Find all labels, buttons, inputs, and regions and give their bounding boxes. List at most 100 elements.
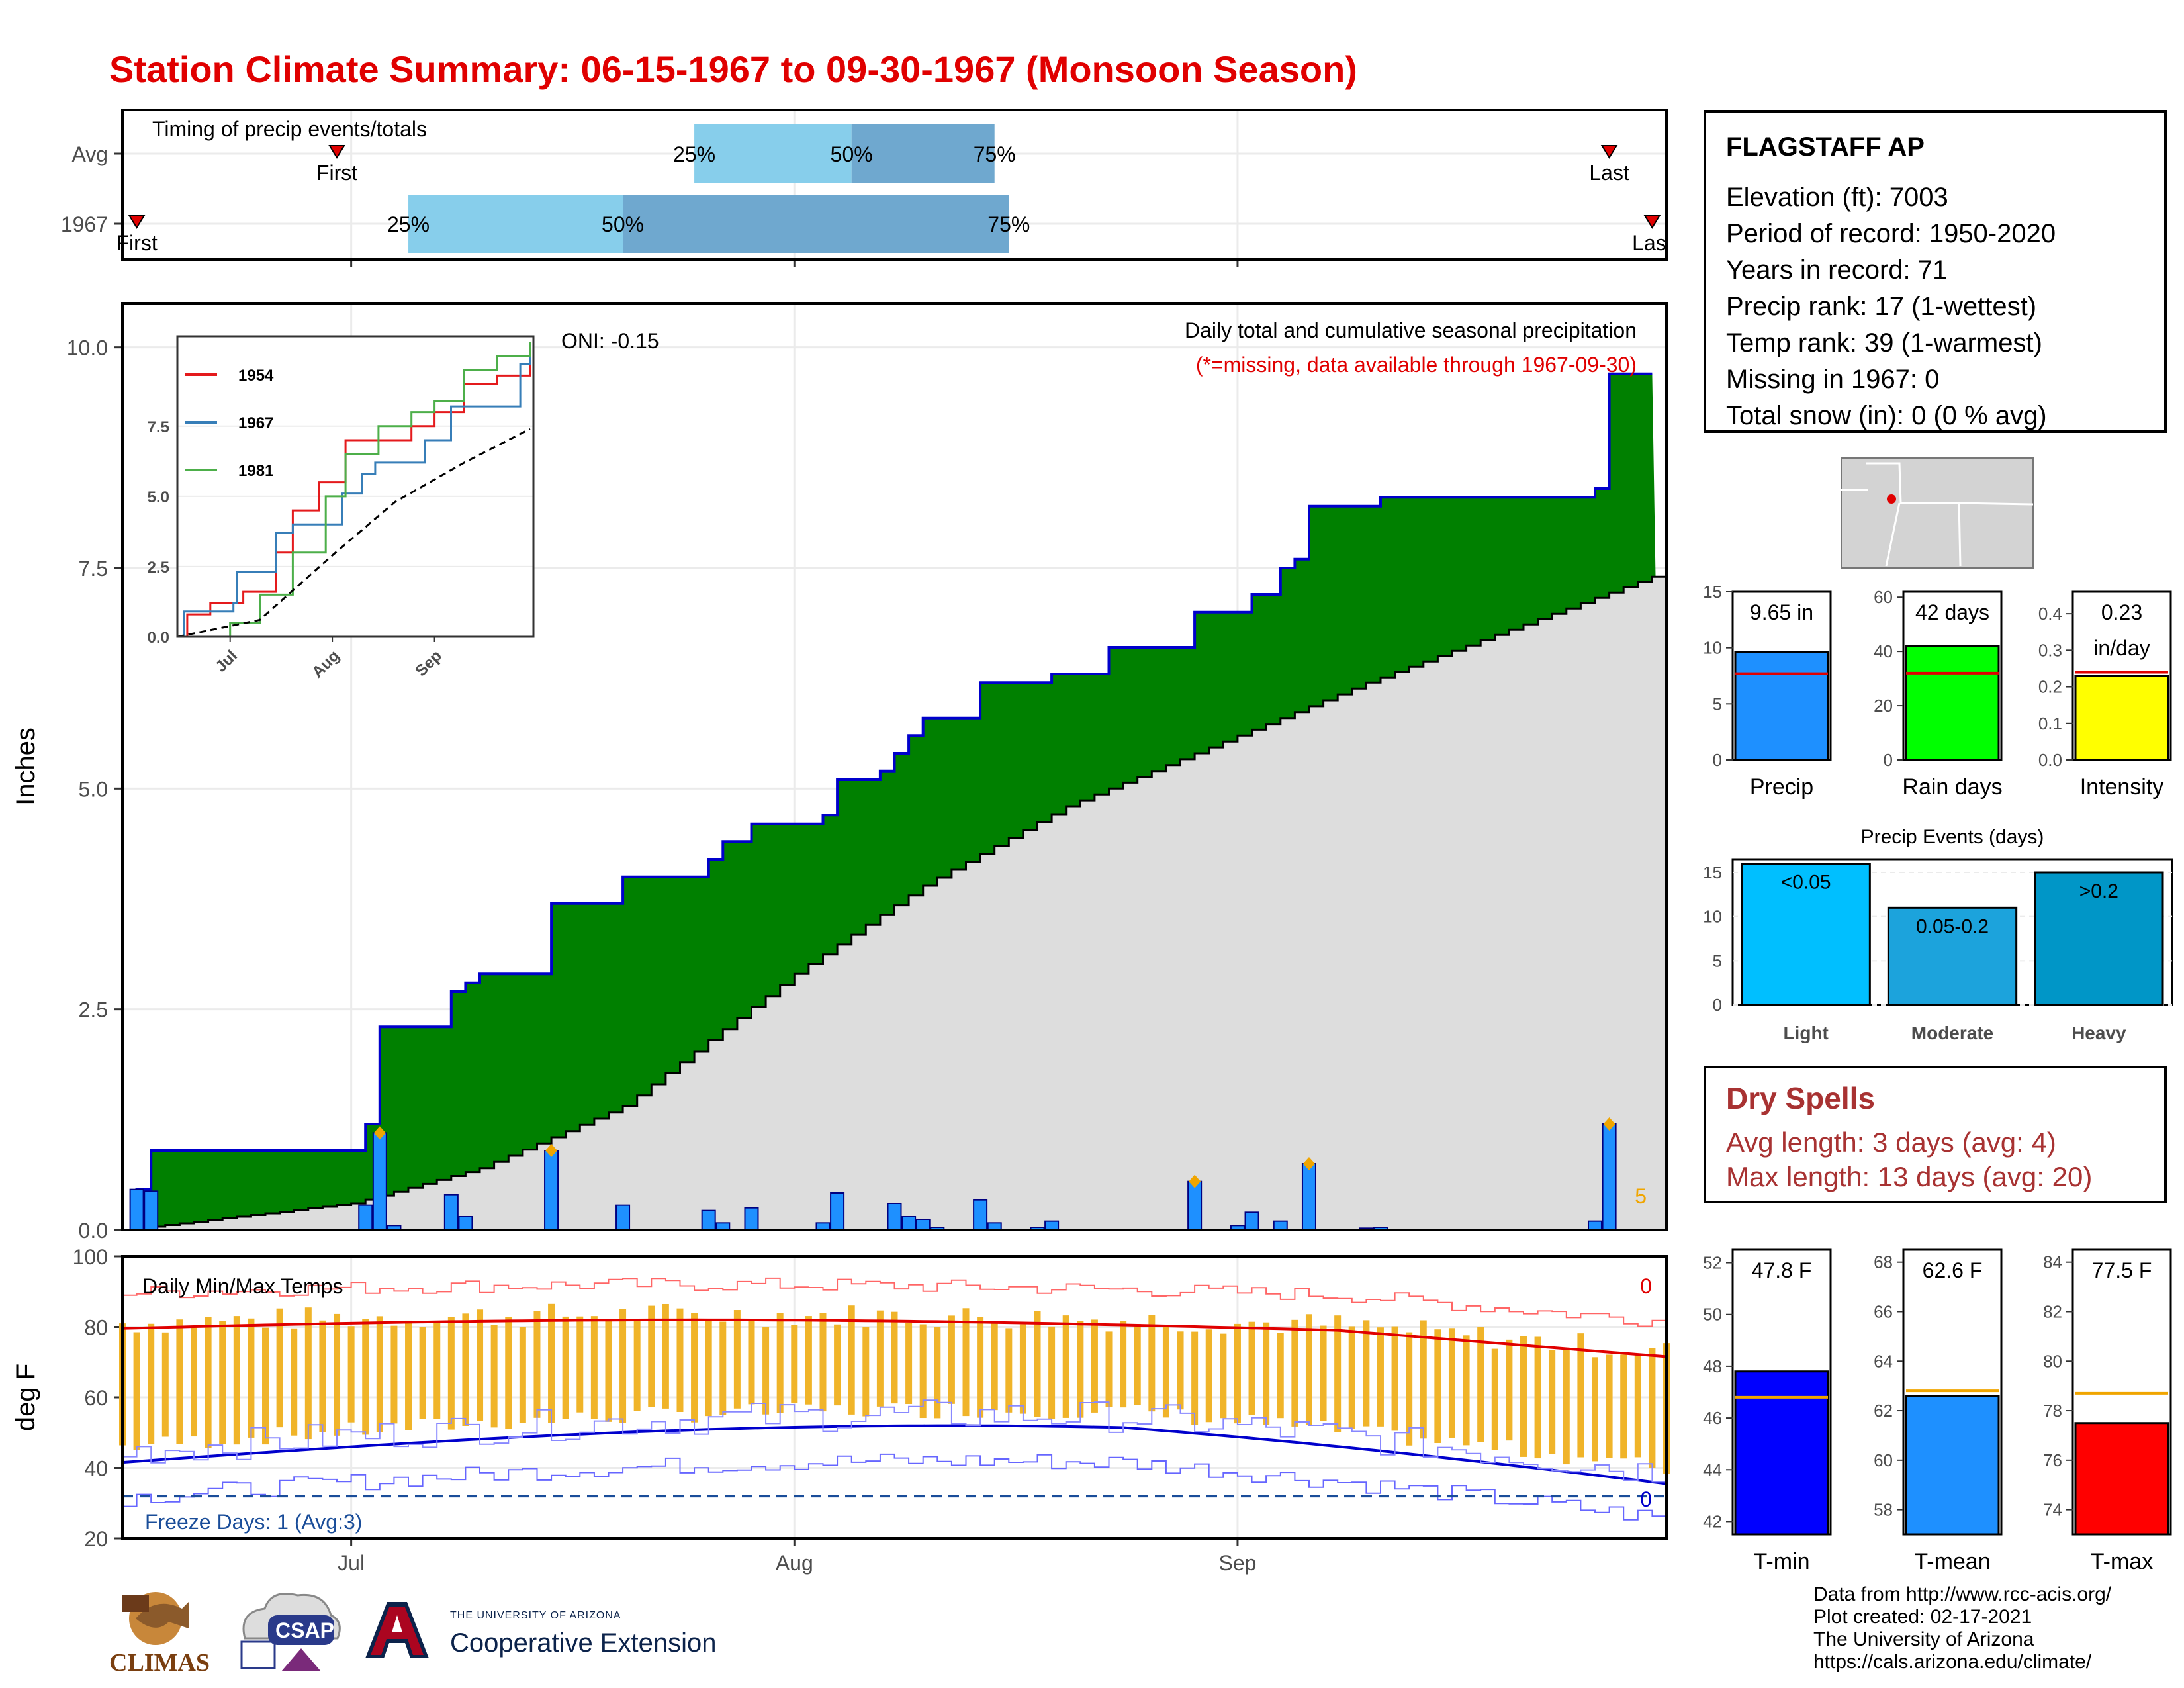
temps-daily-range-bar [1348,1326,1355,1429]
station-years: Years in record: 71 [1726,256,1948,285]
precip-average-area [122,577,1666,1230]
side-panel-ytick-label: 52 [1703,1253,1722,1273]
precip-top-event-marker [1603,1117,1615,1131]
temps-daily-range-bar [1334,1315,1342,1432]
temps-daily-range-bar [576,1316,584,1413]
side-panel-ytick-label: 0.3 [2038,640,2062,660]
side-panel-category-label: Rain days [1902,774,2002,800]
temps-frame [121,1255,1668,1540]
temps-daily-range-bar [1320,1325,1327,1421]
timing-marker-first [328,145,345,159]
temps-daily-range-bar [1377,1327,1384,1427]
credit-url: https://cals.arizona.edu/climate/ [1813,1651,2092,1673]
temps-daily-range-bar [776,1312,784,1413]
side-panel-ytick-label: 76 [2043,1450,2062,1470]
side-panel-ytick-label: 15 [1703,582,1722,602]
side-panel-ytick-label: 48 [1703,1356,1722,1376]
temps-daily-range-bar [1120,1321,1127,1408]
temps-daily-range-bar [733,1310,741,1409]
temps-daily-range-bar [262,1327,269,1445]
temps-daily-range-bar [248,1318,255,1438]
temps-daily-range-bar [590,1316,598,1419]
temps-daily-range-bar [633,1320,641,1411]
temps-daily-range-bar [1563,1348,1570,1465]
precip-daily-bar [901,1216,917,1231]
precip-frame [121,302,1668,1231]
temps-daily-range-bar [1062,1315,1069,1418]
inset-series-line [177,350,531,638]
timing-bar-q25-q50 [408,195,623,253]
precip-count-label: 5 [1635,1184,1647,1208]
events-category-label: Light [1783,1023,1828,1043]
side-panel-ytick-label: 0 [1713,750,1722,770]
temps-daily-range-bar [376,1316,383,1432]
inset-average-line [177,428,531,638]
temps-daily-range-bar [1420,1320,1427,1439]
temps-daily-range-bar [1391,1326,1398,1431]
temps-daily-range-bar [447,1317,455,1430]
station-precip-rank: Precip rank: 17 (1-wettest) [1726,292,2037,321]
side-panel-bar [2074,1422,2169,1536]
events-ytick-label: 0 [1713,995,1722,1015]
side-panel-ytick-label: 60 [1874,587,1893,607]
temps-daily-range-bar [477,1309,484,1421]
dry-spells-max: Max length: 13 days (avg: 20) [1726,1161,2093,1192]
timing-clip [1668,107,1701,263]
temps-daily-range-bar [1434,1329,1441,1444]
temps-daily-range-bar [1549,1350,1556,1454]
timing-quantile-label: 25% [673,142,715,166]
temps-daily-range-bar [605,1320,612,1422]
side-panel-category-label: T-min [1754,1549,1810,1574]
temps-title: Daily Min/Max Temps [142,1274,343,1298]
timing-marker-label: Last [1589,161,1629,185]
side-panel-bar [2074,675,2169,761]
side-panel-value-label: 62.6 F [1923,1258,1983,1282]
timing-marker-last [1600,145,1618,159]
temps-daily-range-bar [291,1328,298,1436]
temps-daily-range-bar [390,1325,398,1424]
precip-daily-bar [144,1190,159,1231]
timing-marker-first [128,215,146,229]
timing-quantile-label: 75% [987,212,1030,236]
temps-daily-range-bar [1534,1336,1541,1459]
temps-xtick-label: Jul [338,1551,365,1575]
precip-title: Daily total and cumulative seasonal prec… [1185,318,1637,342]
temps-daily-range-bar [662,1303,669,1409]
precip-daily-bar [615,1204,631,1231]
precip-ylabel: Inches [11,727,40,806]
temps-daily-range-bar [848,1305,855,1415]
precip-surplus-area [122,373,1666,1231]
temps-daily-range-bar [705,1319,712,1417]
precip-daily-bar [830,1192,845,1231]
inset-ytick-label: 5.0 [148,489,169,506]
side-panel-ytick-label: 0.4 [2038,604,2062,624]
inset-ytick-label: 2.5 [148,559,169,577]
temps-daily-range-bar [1220,1333,1227,1419]
temps-daily-range-bar [1363,1320,1370,1427]
temps-observed-min-line [122,1399,1667,1487]
location-map [1841,457,2034,569]
station-temp-rank: Temp rank: 39 (1-warmest) [1726,328,2042,357]
side-panel-value-label: 42 days [1915,600,1989,624]
climas-logo: CLIMAS [109,1582,215,1681]
temps-daily-range-bar [505,1317,512,1429]
temps-daily-range-bar [176,1319,183,1444]
temps-daily-range-bar [347,1326,355,1423]
temps-daily-range-bar [304,1307,312,1440]
timing-quantile-label: 75% [974,142,1016,166]
temps-daily-range-bar [1019,1324,1026,1414]
credits: Data from http://www.rcc-acis.org/ Plot … [1813,1583,2111,1673]
credit-source: Data from http://www.rcc-acis.org/ [1813,1583,2112,1605]
temps-daily-range-bar [977,1317,984,1418]
side-panel-ytick-label: 84 [2043,1252,2062,1272]
timing-bar-q50-q75 [623,195,1009,253]
precip-ytick-label: 2.5 [79,998,108,1022]
precip-top-event-marker [1189,1174,1201,1188]
station-elevation: Elevation (ft): 7003 [1726,183,1948,212]
precip-daily-bar [1244,1211,1259,1231]
temps-daily-range-bar [319,1320,326,1432]
temps-avg-min-line [122,1424,1667,1485]
page-title: Station Climate Summary: 06-15-1967 to 0… [109,48,1357,90]
precip-daily-bar [915,1219,931,1231]
temps-daily-range-bar [1077,1321,1084,1418]
